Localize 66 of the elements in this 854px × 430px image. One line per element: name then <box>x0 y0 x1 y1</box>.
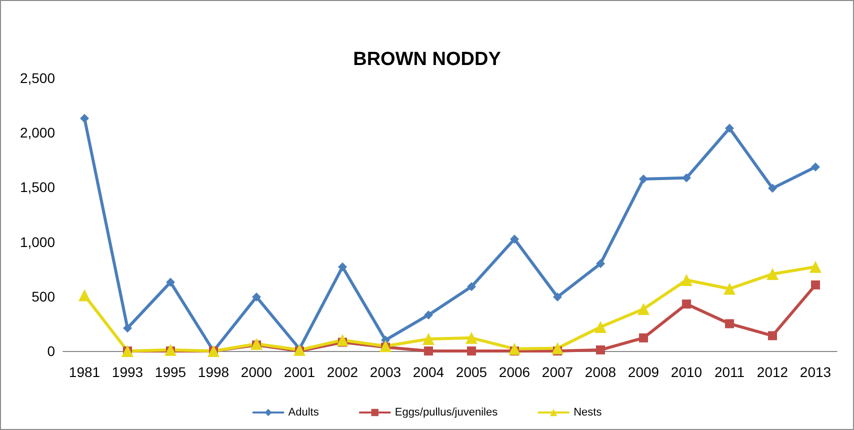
point <box>80 114 89 123</box>
x-tick-label: 2006 <box>498 364 530 380</box>
point <box>596 259 605 268</box>
point <box>164 344 176 356</box>
point <box>553 292 562 302</box>
point <box>252 292 261 302</box>
y-tick-label: 2,000 <box>20 124 56 141</box>
x-tick-label: 1998 <box>198 364 230 380</box>
point <box>680 274 692 286</box>
point <box>639 174 648 184</box>
point <box>766 268 778 280</box>
x-tick-label: 2002 <box>326 364 358 380</box>
x-tick-label: 2005 <box>456 364 488 380</box>
point <box>596 345 605 354</box>
x-tick-label: 2009 <box>628 364 660 380</box>
x-tick-label: 1995 <box>154 364 186 380</box>
y-tick-label: 1,000 <box>20 234 56 250</box>
x-tick-label: 2001 <box>284 364 316 380</box>
legend-label: Adults <box>288 406 320 418</box>
x-tick-label: 2007 <box>542 364 574 380</box>
point <box>424 346 433 356</box>
point <box>682 300 691 309</box>
point <box>123 324 132 333</box>
point <box>466 332 478 344</box>
x-tick-label: 2013 <box>800 364 832 380</box>
point <box>725 319 734 328</box>
point <box>594 320 606 333</box>
y-tick-label: 2,500 <box>20 70 56 86</box>
legend-label: Eggs/pullus/juveniles <box>394 406 498 418</box>
point <box>467 346 476 356</box>
point <box>422 332 434 345</box>
x-tick-label: 2011 <box>714 364 745 380</box>
point <box>467 282 476 292</box>
point <box>508 342 520 355</box>
x-tick-label: 2003 <box>370 364 402 380</box>
x-tick-label: 2012 <box>756 364 788 380</box>
point <box>811 280 820 290</box>
point <box>250 338 262 350</box>
point <box>724 282 736 295</box>
x-tick-label: 2008 <box>584 364 616 380</box>
point <box>338 262 347 272</box>
point <box>294 344 306 356</box>
point <box>78 289 90 302</box>
point <box>510 234 519 244</box>
point <box>810 260 822 273</box>
x-tick-label: 1981 <box>68 364 100 380</box>
x-tick-label: 2010 <box>670 364 702 380</box>
y-tick-label: 1,500 <box>20 179 56 196</box>
point <box>638 302 650 315</box>
point <box>811 162 820 172</box>
point <box>768 331 777 340</box>
chart-title: BROWN NODDY <box>353 49 502 70</box>
point <box>424 310 433 320</box>
y-tick-label: 500 <box>32 288 56 304</box>
point <box>768 184 777 193</box>
point <box>380 340 392 352</box>
legend-label: Nests <box>574 406 602 418</box>
point <box>725 124 734 133</box>
x-tick-label: 2004 <box>412 364 444 380</box>
point <box>336 334 348 346</box>
point <box>166 278 175 287</box>
y-tick-label: 0 <box>47 343 56 359</box>
point <box>552 342 564 354</box>
x-tick-label: 1993 <box>112 364 144 380</box>
point <box>639 333 648 342</box>
x-tick-label: 2000 <box>240 364 272 380</box>
